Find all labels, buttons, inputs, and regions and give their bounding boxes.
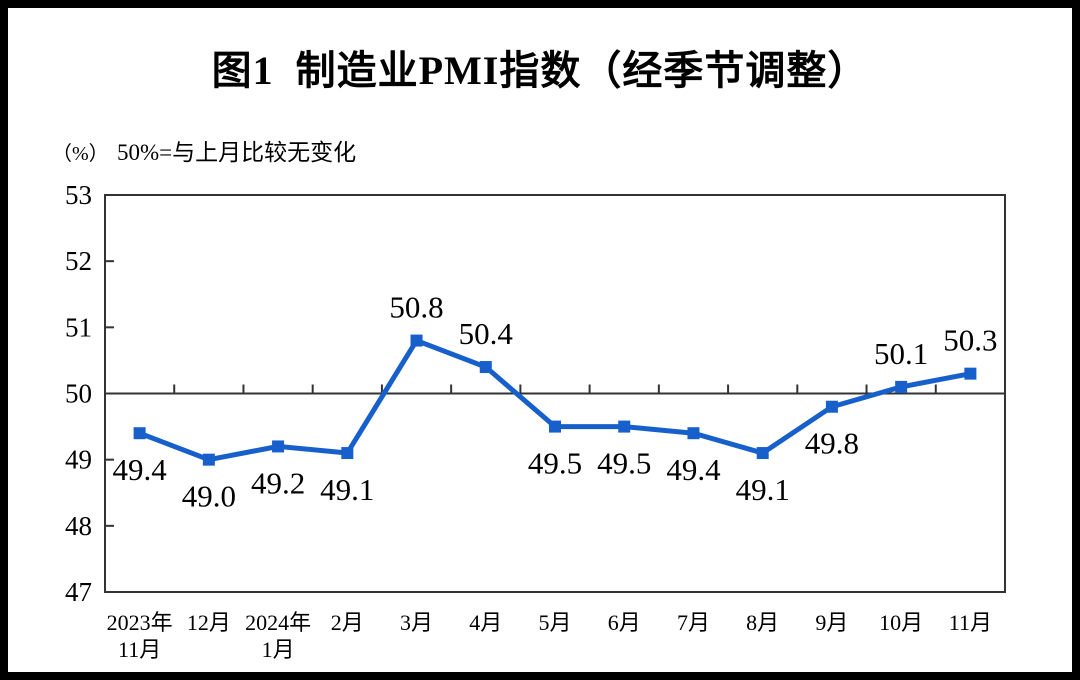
data-point-marker [756,447,769,460]
x-tick-label: 6月 [608,610,641,635]
x-tick-label: 9月 [815,610,848,635]
data-point-label: 49.2 [251,465,305,500]
data-point-marker [687,427,700,440]
y-tick-label: 50 [65,379,92,409]
data-point-label: 50.3 [943,323,997,358]
x-tick-label: 4月 [469,610,502,635]
x-tick-label: 2023年 [107,610,173,635]
data-point-label: 50.1 [874,336,928,371]
x-tick-label: 7月 [677,610,710,635]
data-point-label: 49.4 [112,452,167,487]
data-point-marker [341,447,354,460]
data-point-marker [895,380,908,393]
x-tick-label: 1月 [262,637,295,662]
data-point-marker [618,420,631,433]
x-tick-label: 12月 [187,610,231,635]
y-tick-label: 48 [65,511,92,541]
data-point-marker [964,367,977,380]
data-point-label: 49.0 [182,479,236,514]
data-point-label: 49.5 [528,446,582,481]
data-point-marker [549,420,561,433]
data-point-marker [479,361,492,374]
data-point-label: 49.1 [736,472,790,507]
data-point-marker [410,334,423,347]
chart-title: 图1 制造业PMI指数（经季节调整） [211,48,869,93]
y-tick-label: 51 [65,312,92,342]
y-tick-label: 49 [65,445,92,475]
data-point-marker [272,440,285,453]
reference-line-note: 50%=与上月比较无变化 [117,140,357,165]
x-tick-label: 3月 [400,610,433,635]
x-tick-label: 11月 [949,610,992,635]
y-tick-label: 52 [65,246,92,276]
x-tick-label: 2024年 [245,610,311,635]
y-tick-label: 53 [65,180,92,210]
y-axis-unit-label: （%） [52,143,109,165]
data-point-marker [825,400,838,413]
x-tick-label: 11月 [118,637,161,662]
x-tick-label: 5月 [538,610,571,635]
x-tick-label: 8月 [746,610,779,635]
data-point-label: 50.4 [459,316,514,351]
x-tick-label: 10月 [879,610,923,635]
x-tick-label: 2月 [331,610,364,635]
data-point-label: 49.8 [805,426,859,461]
data-point-label: 49.1 [320,472,374,507]
data-point-marker [202,453,215,466]
data-point-label: 49.5 [597,446,651,481]
data-point-label: 49.4 [666,452,721,487]
data-point-label: 50.8 [389,290,443,325]
y-tick-label: 47 [65,577,92,607]
data-point-marker [133,427,146,440]
